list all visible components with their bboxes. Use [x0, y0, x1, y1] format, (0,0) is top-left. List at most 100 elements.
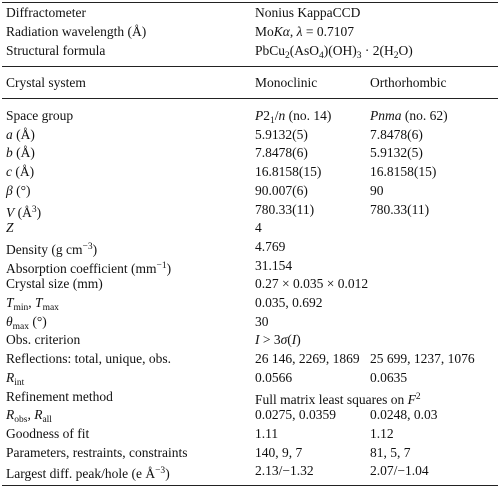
table-cell: 90: [370, 182, 384, 198]
text-run: ): [296, 332, 301, 348]
table-cell: a (Å): [6, 127, 35, 143]
text-run: max: [12, 321, 29, 332]
text-run: · 2(H: [361, 43, 394, 58]
text-run: I: [255, 332, 260, 348]
text-run: ): [92, 241, 98, 257]
table-cell: 0.035, 0.692: [255, 295, 323, 310]
text-run: (no. 14): [285, 108, 332, 123]
text-run: n: [278, 108, 286, 123]
table-cell: Largest diff. peak/hole (e Å−3): [6, 463, 170, 482]
table-cell: Monoclinic: [255, 75, 318, 90]
table-cell: 4: [255, 220, 262, 236]
text-run: −3: [155, 466, 166, 477]
text-run: (AsO: [289, 43, 320, 58]
text-run: ,: [289, 24, 297, 39]
text-run: Z: [6, 220, 14, 236]
table-cell: 0.0275, 0.0359: [255, 407, 336, 423]
table-cell: 7.8478(6): [255, 145, 308, 161]
table-cell: 0.0566: [255, 369, 293, 385]
table-cell: Radiation wavelength (Å): [6, 24, 147, 39]
table-cell: 2.07/−1.04: [370, 463, 429, 479]
table-cell: Crystal system: [6, 75, 86, 90]
text-run: Pnma: [370, 108, 402, 123]
text-run: 3: [356, 51, 362, 61]
table-cell: c (Å): [6, 164, 34, 180]
text-run: obs: [14, 415, 28, 426]
text-run: ,: [28, 295, 36, 310]
table-cell: I > 3σ(I): [255, 332, 301, 348]
table-cell: Obs. criterion: [6, 332, 81, 348]
table-cell: P21/n (no. 14): [255, 108, 331, 129]
table-cell: b (Å): [6, 145, 35, 161]
text-run: −1: [156, 260, 167, 271]
table-cell: 4.769: [255, 238, 286, 254]
text-run: )(OH): [323, 43, 357, 58]
table-cell: 0.0248, 0.03: [370, 407, 438, 423]
table-cell: 0.0635: [370, 369, 408, 385]
text-run: a: [6, 126, 13, 142]
table-cell: 25 699, 1237, 1076: [370, 351, 475, 367]
table-cell: Nonius KappaCCD: [255, 5, 361, 20]
table-cell: 30: [255, 313, 269, 329]
table-cell: Reflections: total, unique, obs.: [6, 351, 171, 367]
text-run: θ: [6, 313, 13, 329]
table-cell: 140, 9, 7: [255, 444, 303, 460]
text-run: (Å: [14, 204, 32, 220]
text-run: all: [42, 415, 52, 426]
table-cell: Goodness of fit: [6, 425, 90, 441]
table-cell: 5.9132(5): [255, 126, 308, 142]
text-run: T: [6, 295, 14, 310]
text-run: (°): [12, 182, 31, 198]
text-run: > 3: [259, 332, 281, 348]
table-cell: 81, 5, 7: [370, 444, 411, 460]
text-run: int: [14, 377, 25, 388]
text-run: ): [36, 204, 42, 220]
text-run: F: [407, 391, 416, 407]
text-run: c: [6, 164, 12, 180]
table-cell: Orthorhombic: [370, 75, 447, 90]
text-run: b: [6, 145, 13, 161]
text-run: 2: [393, 51, 399, 61]
table-cell: 780.33(11): [370, 201, 430, 217]
text-run: max: [42, 303, 59, 313]
text-run: (: [287, 332, 292, 348]
text-run: (Å): [12, 164, 35, 180]
text-run: ): [166, 260, 172, 276]
text-run: (Å): [12, 126, 35, 142]
text-run: Largest diff. peak/hole (e Å: [6, 466, 156, 482]
table-cell: Pnma (no. 62): [370, 108, 448, 124]
text-run: 2: [285, 51, 290, 61]
text-run: Density (g cm: [6, 241, 83, 257]
table-cell: Parameters, restraints, constraints: [6, 444, 188, 460]
table-cell: 90.007(6): [255, 182, 308, 198]
text-run: I: [291, 332, 297, 348]
text-run: ,: [27, 407, 35, 423]
table-cell: Full matrix least squares on F2: [255, 389, 421, 408]
text-run: α: [282, 24, 290, 39]
table-cell: 2.13/−1.32: [255, 463, 314, 479]
table-cell: MoKα, λ = 0.7107: [255, 24, 354, 40]
text-run: β: [6, 182, 13, 198]
text-run: = 0.7107: [302, 24, 354, 39]
table-cell: 31.154: [255, 257, 293, 273]
text-run: 2: [415, 391, 421, 402]
text-run: Absorption coefficient (mm: [6, 260, 157, 276]
rule: [2, 98, 498, 99]
table-cell: 16.8158(15): [370, 164, 437, 180]
text-run: R: [6, 407, 15, 423]
table-cell: Robs, Rall: [6, 407, 52, 428]
table-cell: Structural formula: [6, 43, 106, 58]
text-run: Full matrix least squares on: [255, 391, 408, 407]
text-run: K: [273, 24, 283, 39]
text-run: min: [13, 303, 29, 313]
table-cell: Absorption coefficient (mm−1): [6, 258, 171, 277]
table-cell: 16.8158(15): [255, 164, 322, 180]
text-run: σ: [280, 332, 288, 348]
text-run: Mo: [255, 24, 274, 39]
text-run: O): [398, 43, 413, 58]
text-run: /: [274, 108, 279, 123]
table-cell: Refinement method: [6, 388, 113, 404]
text-run: ): [165, 466, 170, 482]
table-cell: V (Å3): [6, 202, 41, 221]
